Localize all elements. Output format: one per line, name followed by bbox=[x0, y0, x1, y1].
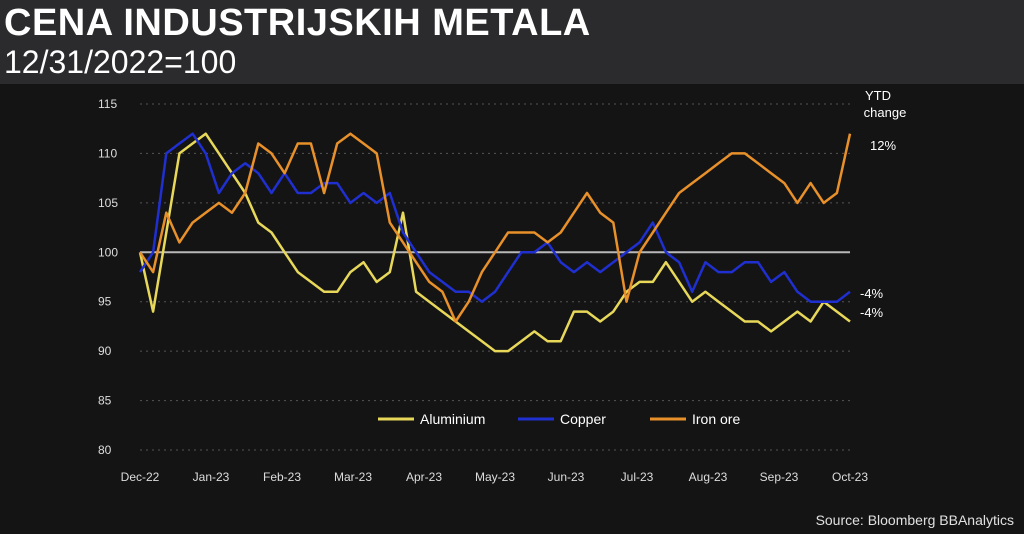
ytd-value-aluminium: -4% bbox=[860, 305, 884, 320]
chart-title: CENA INDUSTRIJSKIH METALA bbox=[4, 2, 591, 44]
legend-label: Copper bbox=[560, 411, 606, 427]
x-tick-label: Dec-22 bbox=[121, 470, 160, 484]
chart-subtitle: 12/31/2022=100 bbox=[4, 44, 237, 80]
x-tick-label: Jun-23 bbox=[548, 470, 585, 484]
x-tick-label: Aug-23 bbox=[689, 470, 728, 484]
series-line-iron-ore bbox=[138, 132, 852, 323]
x-tick-label: Jul-23 bbox=[621, 470, 654, 484]
ytd-value-copper: -4% bbox=[860, 286, 884, 301]
x-tick-label: Oct-23 bbox=[832, 470, 868, 484]
ytd-value-iron-ore: 12% bbox=[870, 138, 896, 153]
y-tick-label: 85 bbox=[98, 394, 112, 408]
plot-area: 80 85 90 95 100 105 110 115 Dec-22 Jan-23 Feb-23 Ma… bbox=[0, 84, 1024, 534]
ytd-header-label: YTD change bbox=[864, 88, 907, 120]
y-tick-label: 80 bbox=[98, 443, 112, 457]
x-tick-label: Jan-23 bbox=[193, 470, 230, 484]
series-line-copper bbox=[138, 132, 851, 303]
source-note: Source: Bloomberg BBAnalytics bbox=[815, 512, 1014, 528]
y-tick-label: 110 bbox=[98, 146, 117, 160]
legend-label: Aluminium bbox=[420, 411, 485, 427]
header-bar: CENA INDUSTRIJSKIH METALA 12/31/2022=100 bbox=[0, 0, 1024, 84]
legend-label: Iron ore bbox=[692, 411, 740, 427]
series-line-aluminium bbox=[138, 132, 851, 353]
y-tick-label: 90 bbox=[98, 344, 112, 358]
x-tick-label: Apr-23 bbox=[406, 470, 442, 484]
line-chart: 80 85 90 95 100 105 110 115 Dec-22 Jan-23 Feb-23 Ma… bbox=[98, 88, 907, 484]
x-tick-label: Sep-23 bbox=[760, 470, 799, 484]
y-tick-label: 115 bbox=[98, 97, 117, 111]
x-tick-label: May-23 bbox=[475, 470, 515, 484]
y-tick-label: 100 bbox=[98, 245, 118, 259]
x-tick-label: Feb-23 bbox=[263, 470, 301, 484]
y-tick-label: 95 bbox=[98, 295, 112, 309]
y-tick-label: 105 bbox=[98, 196, 118, 210]
x-tick-label: Mar-23 bbox=[334, 470, 372, 484]
